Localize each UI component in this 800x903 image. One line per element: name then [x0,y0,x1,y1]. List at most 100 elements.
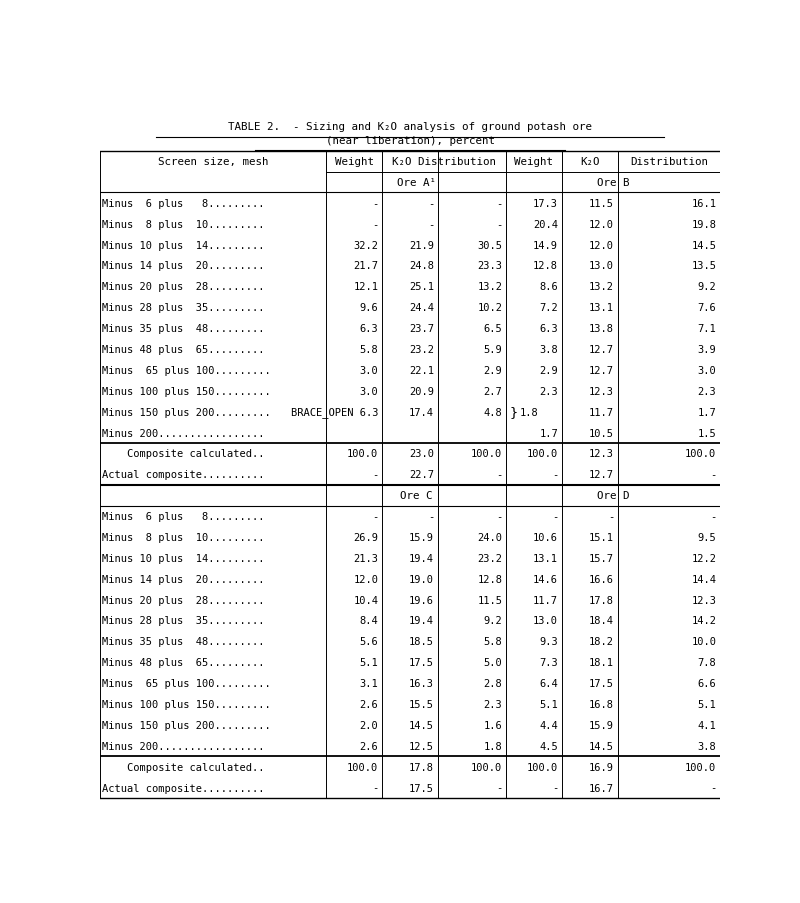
Text: 6.3: 6.3 [539,324,558,334]
Text: Composite calculated..: Composite calculated.. [102,449,264,459]
Text: 12.7: 12.7 [589,345,614,355]
Text: 19.8: 19.8 [691,219,716,229]
Text: 3.8: 3.8 [698,741,716,751]
Text: 6.3: 6.3 [360,324,378,334]
Text: 7.3: 7.3 [539,657,558,667]
Text: Minus  65 plus 100.........: Minus 65 plus 100......... [102,366,270,376]
Text: Minus 150 plus 200.........: Minus 150 plus 200......... [102,407,270,417]
Text: Minus  6 plus   8.........: Minus 6 plus 8......... [102,511,264,522]
Text: 19.0: 19.0 [409,574,434,584]
Text: -: - [496,511,502,522]
Text: 15.1: 15.1 [589,533,614,543]
Text: 13.5: 13.5 [691,261,716,271]
Text: 17.5: 17.5 [409,657,434,667]
Text: -: - [428,219,434,229]
Text: 5.0: 5.0 [484,657,502,667]
Text: }: } [510,405,518,419]
Text: 10.0: 10.0 [691,637,716,647]
Text: 23.2: 23.2 [478,554,502,563]
Text: 2.9: 2.9 [539,366,558,376]
Text: 13.2: 13.2 [478,282,502,292]
Text: 4.1: 4.1 [698,720,716,731]
Text: 17.8: 17.8 [409,762,434,772]
Text: 32.2: 32.2 [354,240,378,250]
Text: (near liberation), percent: (near liberation), percent [326,135,494,145]
Text: 1.5: 1.5 [698,428,716,438]
Text: 2.8: 2.8 [484,678,502,688]
Text: Minus  65 plus 100.........: Minus 65 plus 100......... [102,678,270,688]
Text: 24.4: 24.4 [409,303,434,313]
Text: Minus  6 plus   8.........: Minus 6 plus 8......... [102,199,264,209]
Text: 3.0: 3.0 [360,366,378,376]
Text: Minus 10 plus  14.........: Minus 10 plus 14......... [102,240,264,250]
Text: 8.4: 8.4 [360,616,378,626]
Text: 23.2: 23.2 [409,345,434,355]
Text: -: - [372,783,378,793]
Text: 16.9: 16.9 [589,762,614,772]
Text: 16.3: 16.3 [409,678,434,688]
Text: -: - [496,783,502,793]
Text: 26.9: 26.9 [354,533,378,543]
Text: -: - [552,470,558,479]
Text: 6.5: 6.5 [484,324,502,334]
Text: 10.4: 10.4 [354,595,378,605]
Text: Minus 150 plus 200.........: Minus 150 plus 200......... [102,720,270,731]
Text: 17.8: 17.8 [589,595,614,605]
Text: 9.3: 9.3 [539,637,558,647]
Text: 12.2: 12.2 [691,554,716,563]
Text: 2.0: 2.0 [360,720,378,731]
Text: 5.1: 5.1 [360,657,378,667]
Text: Minus 100 plus 150.........: Minus 100 plus 150......... [102,699,270,709]
Text: 23.7: 23.7 [409,324,434,334]
Text: 30.5: 30.5 [478,240,502,250]
Text: 12.7: 12.7 [589,470,614,479]
Text: 10.2: 10.2 [478,303,502,313]
Text: 5.8: 5.8 [484,637,502,647]
Text: -: - [710,511,716,522]
Text: Minus 35 plus  48.........: Minus 35 plus 48......... [102,324,264,334]
Text: 12.0: 12.0 [589,240,614,250]
Text: 22.7: 22.7 [409,470,434,479]
Text: Screen size, mesh: Screen size, mesh [158,157,268,167]
Text: 12.3: 12.3 [691,595,716,605]
Text: 9.5: 9.5 [698,533,716,543]
Text: 14.9: 14.9 [533,240,558,250]
Text: 5.1: 5.1 [539,699,558,709]
Text: -: - [372,470,378,479]
Text: 5.1: 5.1 [698,699,716,709]
Text: 10.6: 10.6 [533,533,558,543]
Text: 2.6: 2.6 [360,741,378,751]
Text: 12.8: 12.8 [478,574,502,584]
Text: 18.2: 18.2 [589,637,614,647]
Text: -: - [372,219,378,229]
Text: Actual composite..........: Actual composite.......... [102,470,264,479]
Text: 12.3: 12.3 [589,449,614,459]
Text: 15.9: 15.9 [409,533,434,543]
Text: 13.1: 13.1 [533,554,558,563]
Text: 17.5: 17.5 [409,783,434,793]
Text: -: - [552,783,558,793]
Text: -: - [372,199,378,209]
Text: -: - [496,219,502,229]
Text: Weight: Weight [334,157,374,167]
Text: -: - [496,470,502,479]
Text: 15.9: 15.9 [589,720,614,731]
Text: Ore A¹: Ore A¹ [397,178,436,188]
Text: 7.2: 7.2 [539,303,558,313]
Text: Distribution: Distribution [630,157,708,167]
Text: 1.6: 1.6 [484,720,502,731]
Text: 18.1: 18.1 [589,657,614,667]
Text: 21.7: 21.7 [354,261,378,271]
Text: 22.1: 22.1 [409,366,434,376]
Text: 3.8: 3.8 [539,345,558,355]
Text: 14.4: 14.4 [691,574,716,584]
Text: 16.8: 16.8 [589,699,614,709]
Text: Minus  8 plus  10.........: Minus 8 plus 10......... [102,533,264,543]
Text: 6.6: 6.6 [698,678,716,688]
Text: 2.6: 2.6 [360,699,378,709]
Text: 1.7: 1.7 [539,428,558,438]
Text: Ore B: Ore B [597,178,630,188]
Text: 100.0: 100.0 [685,762,716,772]
Text: Minus 28 plus  35.........: Minus 28 plus 35......... [102,303,264,313]
Text: 3.1: 3.1 [360,678,378,688]
